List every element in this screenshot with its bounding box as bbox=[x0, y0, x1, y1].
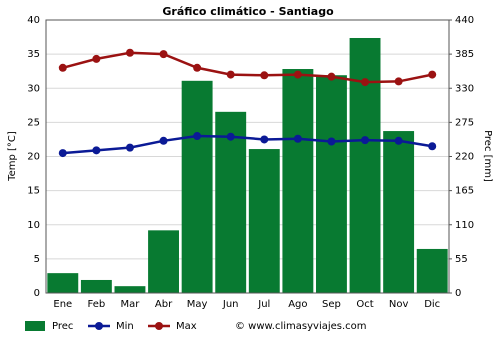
y-tick-label: 40 bbox=[27, 15, 40, 26]
marker bbox=[327, 137, 336, 146]
marker bbox=[58, 149, 67, 158]
marker bbox=[428, 70, 437, 79]
x-tick-label: Oct bbox=[356, 299, 373, 310]
bar bbox=[114, 286, 146, 293]
y2-tick-label: 385 bbox=[455, 49, 474, 60]
x-tick-label: Abr bbox=[155, 299, 173, 310]
x-tick-label: Jun bbox=[222, 299, 239, 310]
legend-label: Min bbox=[116, 321, 134, 332]
marker bbox=[159, 136, 168, 145]
marker bbox=[394, 136, 403, 145]
marker bbox=[159, 50, 168, 59]
bar bbox=[47, 273, 79, 293]
y-tick-label: 15 bbox=[27, 186, 40, 197]
marker bbox=[92, 146, 101, 155]
bar bbox=[148, 230, 179, 293]
bar bbox=[416, 248, 448, 293]
bar bbox=[349, 37, 381, 294]
legend-marker bbox=[155, 322, 163, 330]
marker bbox=[193, 132, 202, 141]
y-tick-label: 10 bbox=[27, 220, 40, 231]
y2-axis-label: Prec [mm] bbox=[482, 130, 493, 182]
y-tick-label: 20 bbox=[27, 152, 40, 163]
line bbox=[62, 134, 433, 155]
bar bbox=[215, 111, 247, 293]
marker bbox=[394, 77, 403, 86]
marker bbox=[428, 142, 437, 151]
x-tick-label: Mar bbox=[121, 299, 141, 310]
marker bbox=[58, 63, 67, 72]
marker bbox=[125, 48, 134, 57]
marker bbox=[193, 63, 202, 72]
y2-tick-label: 275 bbox=[455, 117, 474, 128]
y-tick-label: 5 bbox=[34, 254, 40, 265]
y2-tick-label: 0 bbox=[455, 288, 461, 299]
marker bbox=[293, 70, 302, 79]
source: © www.climasyviajes.com bbox=[235, 321, 367, 332]
marker bbox=[226, 70, 235, 79]
marker bbox=[327, 72, 336, 81]
marker bbox=[260, 71, 269, 80]
bar bbox=[383, 131, 415, 293]
x-tick-label: Feb bbox=[88, 299, 106, 310]
y2-tick-label: 110 bbox=[455, 220, 474, 231]
x-tick-label: May bbox=[187, 299, 208, 310]
y2-tick-label: 55 bbox=[455, 254, 468, 265]
marker bbox=[226, 132, 235, 141]
line bbox=[62, 51, 433, 84]
marker bbox=[125, 143, 134, 152]
x-tick-label: Ene bbox=[53, 299, 72, 310]
x-tick-label: Nov bbox=[389, 299, 409, 310]
legend-label: Prec bbox=[52, 321, 73, 332]
marker bbox=[361, 78, 370, 87]
marker bbox=[92, 54, 101, 63]
y2-tick-label: 220 bbox=[455, 152, 474, 163]
legend-label: Max bbox=[176, 321, 197, 332]
x-tick-label: Dic bbox=[424, 299, 440, 310]
x-tick-label: Jul bbox=[257, 299, 270, 310]
x-tick-label: Sep bbox=[322, 299, 341, 310]
marker bbox=[361, 136, 370, 145]
chart-title: Gráfico climático - Santiago bbox=[162, 5, 334, 18]
y-tick-label: 30 bbox=[27, 83, 40, 94]
marker bbox=[260, 135, 269, 144]
y-tick-label: 0 bbox=[34, 288, 40, 299]
x-tick-label: Ago bbox=[288, 299, 307, 310]
y-axis-label: Temp [°C] bbox=[7, 131, 18, 182]
plot-frame bbox=[45, 19, 450, 294]
y2-tick-label: 440 bbox=[455, 15, 474, 26]
marker bbox=[293, 134, 302, 143]
y2-tick-label: 165 bbox=[455, 186, 474, 197]
bar bbox=[282, 69, 314, 294]
bar bbox=[248, 149, 280, 293]
bar bbox=[80, 279, 112, 293]
bar bbox=[316, 75, 347, 293]
y-tick-label: 35 bbox=[27, 49, 40, 60]
y-tick-label: 25 bbox=[27, 117, 40, 128]
legend-swatch bbox=[25, 321, 45, 331]
bar bbox=[181, 80, 213, 294]
legend-marker bbox=[95, 322, 103, 330]
y2-tick-label: 330 bbox=[455, 83, 474, 94]
